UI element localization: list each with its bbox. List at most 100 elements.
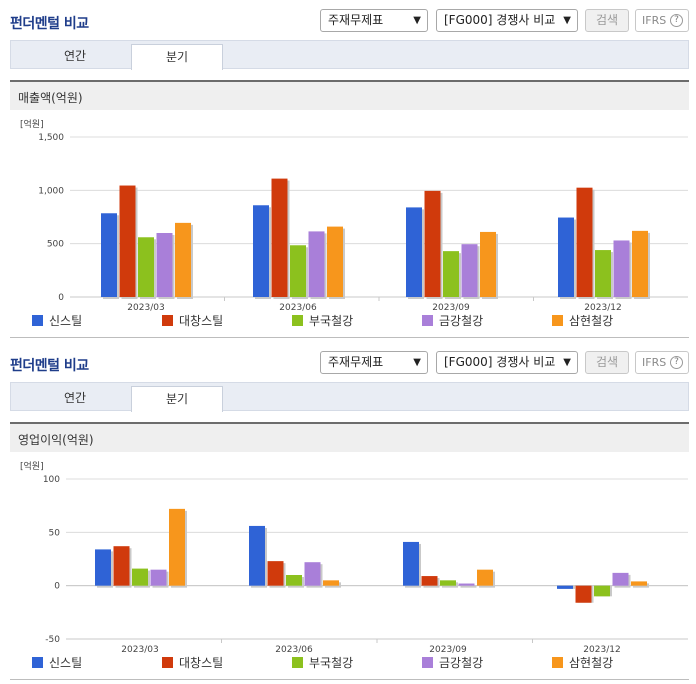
- tab-annual[interactable]: 연간: [63, 391, 87, 405]
- bar[interactable]: [175, 222, 191, 297]
- help-icon[interactable]: ?: [670, 14, 683, 27]
- legend-item[interactable]: 신스틸: [32, 656, 82, 670]
- bar[interactable]: [253, 205, 269, 297]
- statement-type-select[interactable]: 주재무제표 ▼: [320, 9, 428, 32]
- bar[interactable]: [613, 240, 630, 297]
- x-tick-label: 2023/09: [432, 303, 470, 312]
- bar[interactable]: [424, 190, 441, 297]
- bar[interactable]: [558, 217, 574, 297]
- bar[interactable]: [286, 575, 302, 586]
- bar[interactable]: [632, 230, 648, 297]
- chart-legend: 신스틸 대창스틸 부국철강 금강철강 삼현철강: [32, 656, 672, 672]
- ifrs-label: IFRS: [642, 14, 667, 27]
- section-title: 펀더멘털 비교: [10, 358, 89, 374]
- legend-item[interactable]: 삼현철강: [552, 314, 613, 328]
- revenue-chart: [억원] 0 500 1,000 1,500 2023/03 2023/06 2023/09 2…: [20, 118, 688, 312]
- legend-swatch: [162, 657, 173, 668]
- legend-item[interactable]: 부국철강: [292, 314, 353, 328]
- fundamental-section-operating-profit: 펀더멘털 비교 주재무제표 ▼ [FG000] 경쟁사 비교 ▼ 검색 IFRS…: [0, 342, 696, 684]
- search-button[interactable]: 검색: [585, 351, 629, 374]
- y-tick-label: 50: [49, 528, 61, 538]
- y-tick-label: 500: [47, 240, 64, 250]
- bar[interactable]: [156, 233, 173, 297]
- tab-annual[interactable]: 연간: [63, 49, 87, 63]
- chevron-down-icon: ▼: [413, 357, 421, 368]
- fundamental-section-revenue: 펀더멘털 비교 주재무제표 ▼ [FG000] 경쟁사 비교 ▼ 검색 IFRS…: [10, 9, 689, 338]
- statement-type-select[interactable]: 주재무제표 ▼: [320, 351, 428, 374]
- x-tick-label: 2023/09: [429, 645, 467, 654]
- legend-label: 금강철강: [439, 656, 484, 670]
- bar[interactable]: [132, 568, 148, 586]
- bar[interactable]: [327, 226, 343, 297]
- unit-label: [억원]: [20, 118, 44, 130]
- bar[interactable]: [403, 541, 419, 586]
- legend-label: 부국철강: [309, 656, 354, 670]
- chart-header: 영업이익(억원): [10, 422, 689, 452]
- bar[interactable]: [440, 580, 456, 586]
- bar[interactable]: [557, 585, 573, 589]
- bar[interactable]: [576, 187, 593, 297]
- y-tick-label: 0: [54, 582, 60, 592]
- bar[interactable]: [458, 583, 475, 586]
- bar[interactable]: [267, 561, 284, 586]
- bar[interactable]: [169, 508, 185, 586]
- chart-title: 매출액(억원): [18, 91, 83, 105]
- legend-label: 삼현철강: [569, 656, 614, 670]
- legend-swatch: [552, 657, 563, 668]
- bar[interactable]: [308, 231, 325, 297]
- legend-swatch: [422, 315, 433, 326]
- legend-swatch: [32, 657, 43, 668]
- divider: [10, 337, 689, 338]
- legend-label: 신스틸: [49, 656, 83, 670]
- legend-item[interactable]: 금강철강: [422, 656, 483, 670]
- bar[interactable]: [95, 549, 111, 586]
- bar[interactable]: [477, 569, 493, 586]
- compare-value: [FG000] 경쟁사 비교: [444, 355, 556, 369]
- legend-item[interactable]: 대창스틸: [162, 314, 223, 328]
- search-button[interactable]: 검색: [585, 9, 629, 32]
- bar[interactable]: [304, 562, 321, 586]
- bar[interactable]: [443, 251, 459, 297]
- legend-label: 신스틸: [49, 314, 83, 328]
- x-tick-label: 2023/12: [583, 645, 620, 654]
- legend-item[interactable]: 삼현철강: [552, 656, 613, 670]
- chevron-down-icon: ▼: [563, 15, 571, 26]
- legend-item[interactable]: 부국철강: [292, 656, 353, 670]
- tab-quarter[interactable]: 분기: [131, 44, 223, 70]
- x-tick-label: 2023/03: [121, 645, 158, 654]
- bar[interactable]: [595, 250, 611, 297]
- bar[interactable]: [119, 185, 136, 297]
- bar[interactable]: [461, 244, 478, 297]
- bar[interactable]: [631, 581, 647, 586]
- bar[interactable]: [249, 525, 265, 586]
- bar[interactable]: [101, 213, 117, 297]
- ifrs-button[interactable]: IFRS ?: [635, 9, 689, 32]
- legend-item[interactable]: 금강철강: [422, 314, 483, 328]
- x-tick-label: 2023/03: [127, 303, 164, 312]
- bar[interactable]: [421, 576, 438, 586]
- tab-quarter[interactable]: 분기: [131, 386, 223, 412]
- compare-select[interactable]: [FG000] 경쟁사 비교 ▼: [436, 9, 578, 32]
- help-icon[interactable]: ?: [670, 356, 683, 369]
- legend-item[interactable]: 신스틸: [32, 314, 82, 328]
- legend-swatch: [162, 315, 173, 326]
- bar[interactable]: [594, 585, 610, 597]
- bar[interactable]: [113, 546, 130, 586]
- legend-item[interactable]: 대창스틸: [162, 656, 223, 670]
- bar[interactable]: [612, 572, 629, 586]
- bar[interactable]: [575, 585, 592, 603]
- y-tick-label: 1,000: [38, 186, 64, 196]
- legend-label: 금강철강: [439, 314, 484, 328]
- bar[interactable]: [290, 245, 306, 297]
- bar[interactable]: [150, 569, 167, 586]
- bar[interactable]: [138, 237, 154, 297]
- bar[interactable]: [323, 580, 339, 586]
- bar[interactable]: [480, 231, 496, 297]
- chart-header: 매출액(억원): [10, 80, 689, 110]
- legend-label: 부국철강: [309, 314, 354, 328]
- ifrs-button[interactable]: IFRS ?: [635, 351, 689, 374]
- bar[interactable]: [406, 207, 422, 297]
- compare-select[interactable]: [FG000] 경쟁사 비교 ▼: [436, 351, 578, 374]
- legend-swatch: [292, 657, 303, 668]
- bar[interactable]: [271, 178, 288, 297]
